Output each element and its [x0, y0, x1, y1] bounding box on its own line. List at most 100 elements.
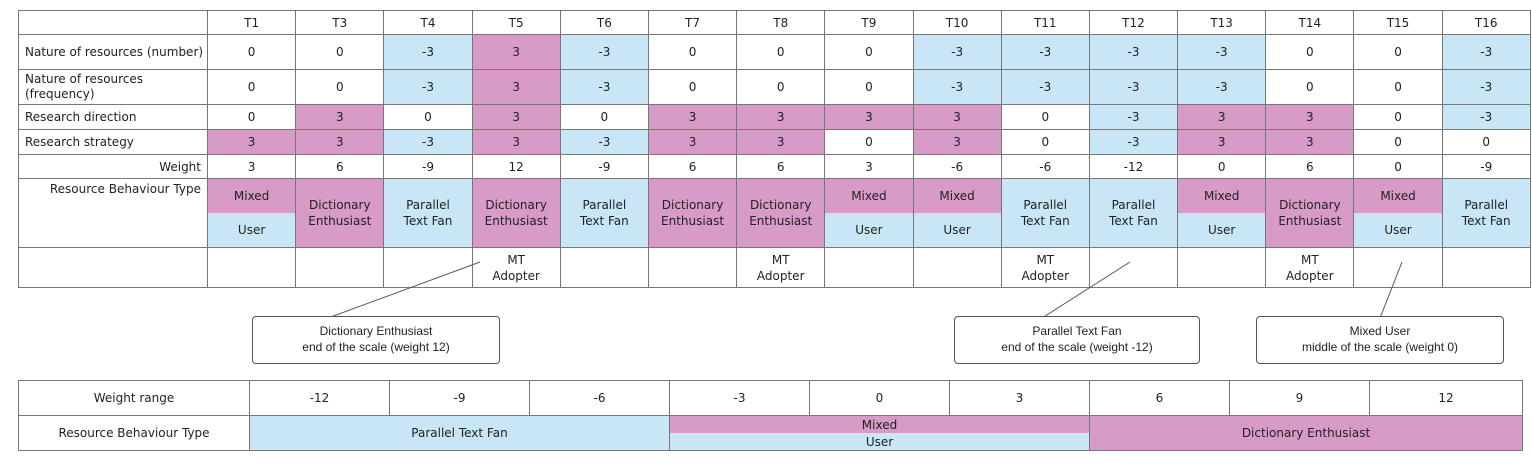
score-cell: 0: [1353, 34, 1443, 70]
score-cell: 3: [1177, 104, 1267, 130]
score-cell: 0: [647, 34, 738, 70]
weight-cell: 3: [824, 154, 914, 179]
score-cell: -3: [383, 69, 473, 105]
weight-cell: -9: [383, 154, 473, 179]
score-cell: 3: [1265, 104, 1355, 130]
type-parallel-text-fan: Parallel Text Fan: [1088, 178, 1179, 248]
scale-mixed-top: Mixed: [670, 416, 1089, 433]
type-parallel-text-fan: Parallel Text Fan: [1000, 178, 1090, 248]
score-cell: -3: [1441, 104, 1531, 130]
scale-dictionary-enthusiast: Dictionary Enthusiast: [1089, 415, 1523, 451]
score-cell: 0: [206, 104, 297, 130]
type-line-1: Dictionary: [1279, 198, 1341, 212]
score-cell: 3: [1265, 129, 1355, 155]
mt-adopter-label: [18, 247, 208, 288]
type-line-2: Text Fan: [1461, 214, 1511, 228]
row-label: Research direction: [18, 104, 208, 130]
mixed-bottom: User: [825, 213, 912, 247]
score-cell: -3: [1441, 69, 1531, 105]
type-mixed-user: Mixed User: [1177, 178, 1267, 248]
weight-range-value: -6: [529, 380, 670, 416]
mt-adopter-cell: [559, 247, 649, 288]
weight-cell: 0: [1177, 154, 1267, 179]
type-dictionary-enthusiast: Dictionary Enthusiast: [295, 178, 385, 248]
score-cell: -3: [1177, 34, 1267, 70]
mixed-bottom: User: [914, 213, 1001, 247]
score-cell: -3: [912, 69, 1002, 105]
score-cell: 0: [295, 69, 385, 105]
score-cell: 3: [647, 104, 738, 130]
type-line-1: Parallel: [1464, 198, 1509, 212]
behaviour-type-scale-row: Resource Behaviour Type Parallel Text Fa…: [18, 415, 1523, 451]
score-cell: 3: [647, 129, 738, 155]
weight-label: Weight: [18, 154, 208, 179]
type-mixed-user: Mixed User: [1353, 178, 1443, 248]
type-line-2: Text Fan: [403, 214, 453, 228]
score-cell: 0: [206, 69, 297, 105]
score-cell: -3: [1177, 69, 1267, 105]
callout-mixed: Mixed User middle of the scale (weight 0…: [1256, 316, 1504, 364]
score-cell: 3: [912, 129, 1002, 155]
mt-adopter-cell: [1353, 247, 1443, 288]
weight-range-value: -12: [249, 380, 390, 416]
score-cell: 0: [1353, 129, 1443, 155]
score-cell: 0: [1441, 129, 1531, 155]
mt-adopter-cell: [295, 247, 385, 288]
scale-parallel-text-fan: Parallel Text Fan: [249, 415, 670, 451]
type-line-1: Dictionary: [485, 198, 547, 212]
callout-mixed-desc: middle of the scale (weight 0): [1301, 340, 1459, 354]
score-cell: 0: [824, 34, 914, 70]
leader-mixed: [1360, 261, 1403, 319]
score-cell: 3: [471, 34, 561, 70]
leader-parallel: [1020, 261, 1131, 319]
score-cell: -3: [383, 129, 473, 155]
mt-adopter-cell: [1441, 247, 1531, 288]
type-mixed-user: Mixed User: [824, 178, 914, 248]
score-cell: -3: [559, 69, 649, 105]
score-cell: 0: [295, 34, 385, 70]
type-dictionary-enthusiast: Dictionary Enthusiast: [471, 178, 561, 248]
score-cell: 3: [824, 104, 914, 130]
type-line-1: Dictionary: [661, 198, 724, 212]
type-line-1: Dictionary: [309, 198, 371, 212]
score-cell: -3: [559, 34, 649, 70]
score-cell: 3: [471, 69, 561, 105]
mt-adopter-row: MT Adopter MT Adopter MT Adopter MT Adopter: [18, 247, 1531, 288]
score-cell: 0: [1000, 129, 1090, 155]
mt-adopter-cell: [912, 247, 1002, 288]
mixed-top: Mixed: [914, 179, 1001, 213]
type-line-2: Text Fan: [1109, 214, 1158, 228]
weight-cell: -9: [1441, 154, 1531, 179]
score-cell: -3: [1088, 104, 1179, 130]
weight-range-value: -3: [669, 380, 810, 416]
mixed-top: Mixed: [1178, 179, 1265, 213]
criteria-row: Nature of resources (number) 0 0 -3 3 -3 0 0 0 -3…: [18, 34, 1531, 70]
weight-range-value: 0: [809, 380, 950, 416]
callout-parallel-title: Parallel Text Fan: [1032, 324, 1122, 338]
callout-dictionary-title: Dictionary Enthusiast: [319, 324, 433, 338]
column-header: T4: [383, 10, 473, 35]
type-line-2: Enthusiast: [749, 214, 813, 228]
type-mixed-user: Mixed User: [912, 178, 1002, 248]
weight-range-value: 6: [1089, 380, 1230, 416]
weight-range-value: -9: [389, 380, 530, 416]
type-line-1: Parallel: [1023, 198, 1068, 212]
mt-adopter-cell: MT Adopter: [1265, 247, 1355, 288]
column-header: T7: [647, 10, 738, 35]
score-cell: -3: [1088, 129, 1179, 155]
column-header: T10: [912, 10, 1002, 35]
behaviour-type-scale-label: Resource Behaviour Type: [18, 415, 250, 451]
score-cell: 3: [912, 104, 1002, 130]
score-cell: 3: [206, 129, 297, 155]
mixed-top: Mixed: [825, 179, 912, 213]
mt-adopter-cell: [206, 247, 297, 288]
type-line-1: Parallel: [1111, 198, 1156, 212]
weight-row: Weight 3 6 -9 12 -9 6 6 3 -6 -6 -12 0 6 0 -9: [18, 154, 1531, 179]
callout-parallel: Parallel Text Fan end of the scale (weig…: [954, 316, 1200, 364]
type-line-1: Parallel: [582, 198, 627, 212]
weight-cell: 6: [1265, 154, 1355, 179]
type-parallel-text-fan: Parallel Text Fan: [383, 178, 473, 248]
header-row: T1 T3 T4 T5 T6 T7 T8 T9 T10 T11 T12 T13 T14 T15 T16: [18, 10, 1531, 35]
behaviour-type-row: Resource Behaviour Type Mixed User Dictiona…: [18, 178, 1531, 248]
type-line-2: Enthusiast: [308, 214, 372, 228]
